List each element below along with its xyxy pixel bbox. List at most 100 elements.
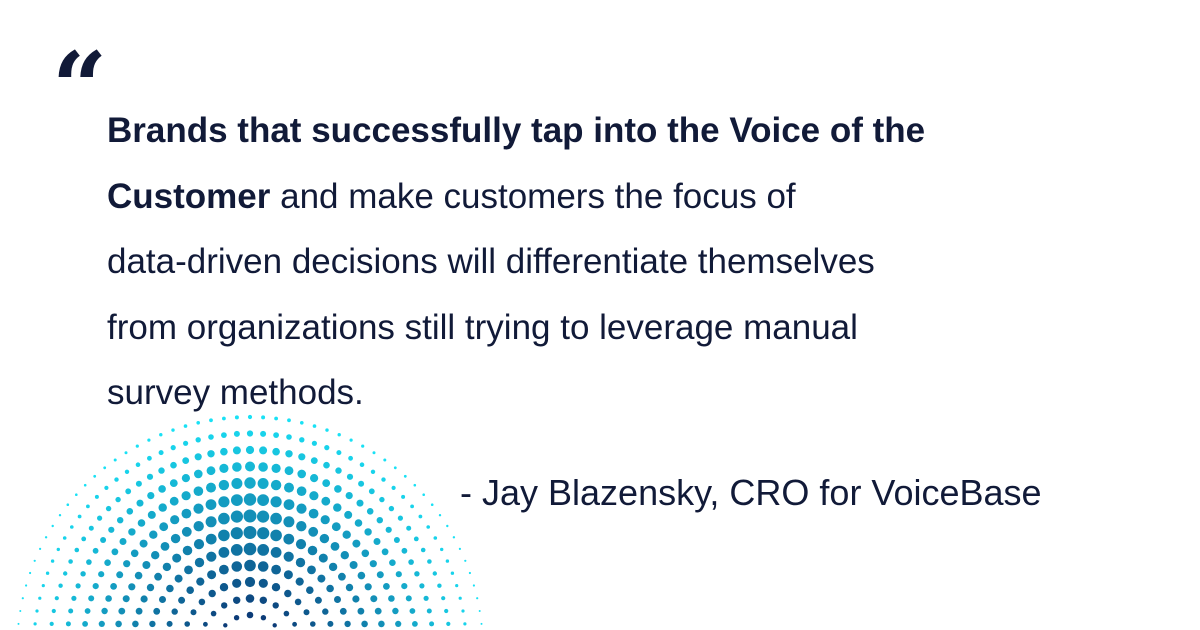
- dot: [401, 547, 408, 554]
- dot: [174, 574, 183, 583]
- dot: [374, 607, 382, 615]
- dot: [233, 596, 241, 604]
- dot: [445, 559, 450, 563]
- dot: [135, 607, 143, 615]
- dot: [110, 583, 117, 590]
- dot: [359, 462, 365, 468]
- dot: [19, 610, 22, 612]
- dot: [308, 526, 319, 537]
- dot: [410, 504, 414, 509]
- dot: [385, 526, 392, 533]
- quote-line: survey methods.: [107, 360, 925, 426]
- dot: [244, 576, 256, 588]
- quote-text: and make customers the focus of: [270, 176, 796, 216]
- dot: [68, 559, 73, 564]
- dot: [219, 564, 229, 575]
- dot: [93, 474, 97, 478]
- dot: [299, 437, 305, 443]
- dot: [159, 522, 169, 532]
- dot: [476, 597, 479, 600]
- dot: [223, 623, 228, 628]
- dot: [128, 583, 136, 591]
- dot: [81, 536, 87, 542]
- dot: [271, 463, 281, 473]
- dot: [218, 512, 230, 525]
- dot: [170, 533, 181, 544]
- dot: [480, 622, 483, 625]
- dot: [296, 486, 307, 497]
- dot: [140, 595, 148, 603]
- dot: [413, 536, 419, 542]
- dot: [194, 557, 205, 568]
- dot: [198, 598, 206, 606]
- dot: [51, 524, 54, 528]
- dot: [193, 521, 204, 532]
- dot: [104, 485, 109, 490]
- dot: [71, 595, 77, 601]
- dot: [323, 461, 330, 469]
- dot: [182, 457, 190, 464]
- dot: [115, 620, 122, 628]
- dot: [181, 491, 191, 501]
- dot: [92, 547, 99, 554]
- dot: [356, 499, 364, 507]
- dot: [317, 574, 326, 583]
- dot: [392, 607, 399, 615]
- dot: [158, 485, 166, 493]
- dot: [181, 508, 192, 519]
- dot: [271, 564, 281, 575]
- dot: [111, 548, 119, 556]
- dot: [361, 444, 365, 448]
- dot: [283, 610, 290, 617]
- dot: [446, 621, 451, 627]
- dot: [190, 609, 197, 616]
- dot: [376, 571, 384, 579]
- dot: [257, 561, 269, 572]
- dot: [208, 434, 214, 440]
- dot: [218, 529, 230, 542]
- dot: [178, 596, 186, 604]
- dot: [308, 508, 319, 519]
- dot: [337, 433, 341, 437]
- dot: [193, 486, 204, 497]
- dot: [340, 551, 349, 560]
- dot: [86, 559, 92, 565]
- dot: [100, 537, 107, 543]
- dot: [271, 583, 281, 592]
- dot: [297, 469, 307, 479]
- dot: [366, 508, 374, 515]
- dot: [328, 562, 338, 572]
- dot: [92, 583, 99, 590]
- dot: [135, 480, 142, 487]
- dot: [246, 611, 254, 619]
- dot: [70, 525, 74, 529]
- dot: [381, 477, 386, 482]
- dot: [41, 584, 45, 588]
- dot: [349, 438, 353, 442]
- dot: [260, 615, 267, 621]
- dot: [128, 528, 136, 536]
- dot: [245, 594, 255, 603]
- dot: [98, 620, 105, 628]
- dot: [74, 547, 80, 553]
- dot: [383, 458, 387, 462]
- dot: [327, 620, 334, 627]
- dot: [427, 559, 432, 564]
- dot: [132, 620, 139, 628]
- dot: [117, 517, 124, 524]
- quote-text: survey methods.: [107, 373, 364, 412]
- dot: [247, 414, 253, 420]
- dot: [369, 560, 377, 568]
- dot: [86, 504, 90, 509]
- dot: [51, 608, 56, 614]
- dot: [108, 526, 115, 533]
- dot: [45, 571, 50, 575]
- dot: [346, 473, 354, 480]
- dot: [335, 467, 342, 474]
- dot: [258, 462, 268, 472]
- dot: [244, 477, 256, 489]
- dot: [158, 450, 164, 456]
- dot: [437, 583, 442, 588]
- dot: [463, 622, 467, 626]
- quote-line: from organizations still trying to lever…: [107, 295, 925, 361]
